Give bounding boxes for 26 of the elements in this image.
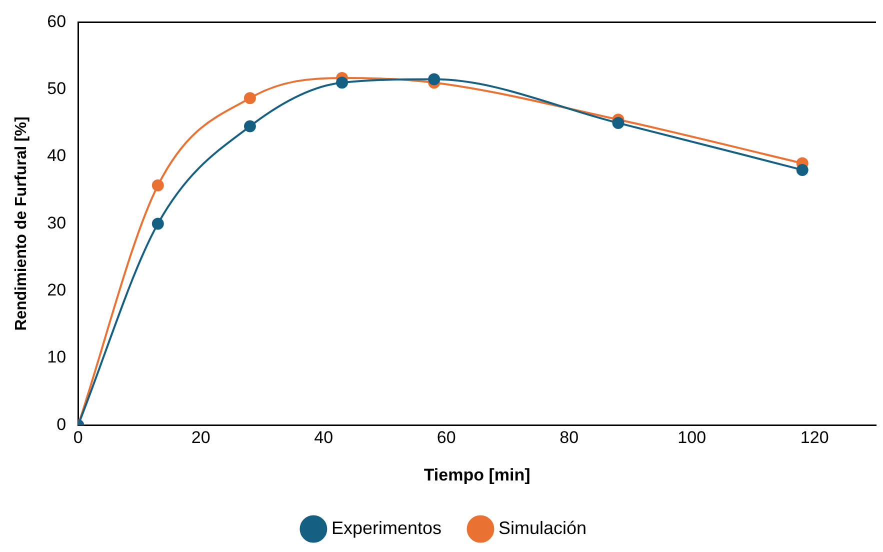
x-tick-label: 0 [73,428,83,448]
point [796,164,808,176]
y-tick-label: 40 [47,146,66,166]
legend-label: Simulación [498,518,587,538]
y-tick-label: 0 [56,414,66,434]
legend-label: Experimentos [331,518,442,538]
point [336,76,348,89]
point [152,179,164,192]
y-tick-label: 50 [47,79,66,98]
y-tick-label: 20 [47,280,66,300]
x-tick-label: 20 [191,428,210,448]
y-tick-label: 30 [47,213,66,232]
point [428,73,440,86]
point [244,120,256,132]
x-tick-label: 80 [560,428,579,448]
x-tick-label: 100 [678,428,706,448]
y-tick-label: 60 [47,12,66,31]
point [612,116,624,129]
y-tick-label: 10 [47,348,66,367]
x-tick-label: 120 [800,428,829,448]
point [244,92,256,104]
x-tick-label: 40 [314,428,334,448]
point [152,218,164,230]
x-tick-label: 60 [436,428,456,448]
y-axis-title: Rendimiento de Furfural [%] [13,116,30,331]
x-axis-title: Tiempo [min] [424,465,530,484]
